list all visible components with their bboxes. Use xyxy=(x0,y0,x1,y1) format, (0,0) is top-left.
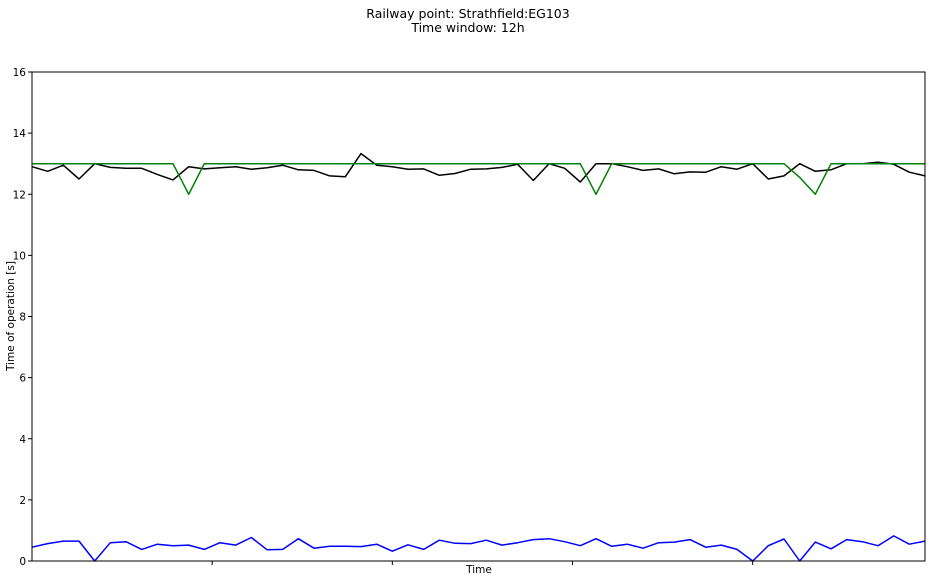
y-tick-label: 16 xyxy=(13,67,27,79)
plot-frame xyxy=(31,71,926,562)
chart-title: Railway point: Strathfield:EG103 xyxy=(366,6,569,21)
series-line-0 xyxy=(31,152,926,183)
y-tick-label: 8 xyxy=(19,312,26,324)
y-tick-label: 6 xyxy=(19,373,26,385)
series-line-2 xyxy=(31,535,926,562)
x-axis-ticks xyxy=(211,561,754,565)
y-axis-ticks: 0 2 4 6 8 10 12 14 16 xyxy=(13,67,32,568)
y-axis-label: Time of operation [s] xyxy=(5,261,17,372)
y-tick-label: 14 xyxy=(13,128,27,140)
y-tick-label: 10 xyxy=(13,250,26,262)
series-layer xyxy=(31,152,926,562)
y-tick-label: 4 xyxy=(19,434,26,446)
y-tick-label: 12 xyxy=(13,189,26,201)
x-axis-label: Time xyxy=(465,564,492,576)
series-line-1 xyxy=(32,162,925,196)
chart-title-group: Railway point: Strathfield:EG103 Time wi… xyxy=(366,6,569,35)
chart-subtitle: Time window: 12h xyxy=(410,20,524,35)
y-tick-label: 0 xyxy=(19,556,26,568)
y-tick-label: 2 xyxy=(19,495,26,507)
